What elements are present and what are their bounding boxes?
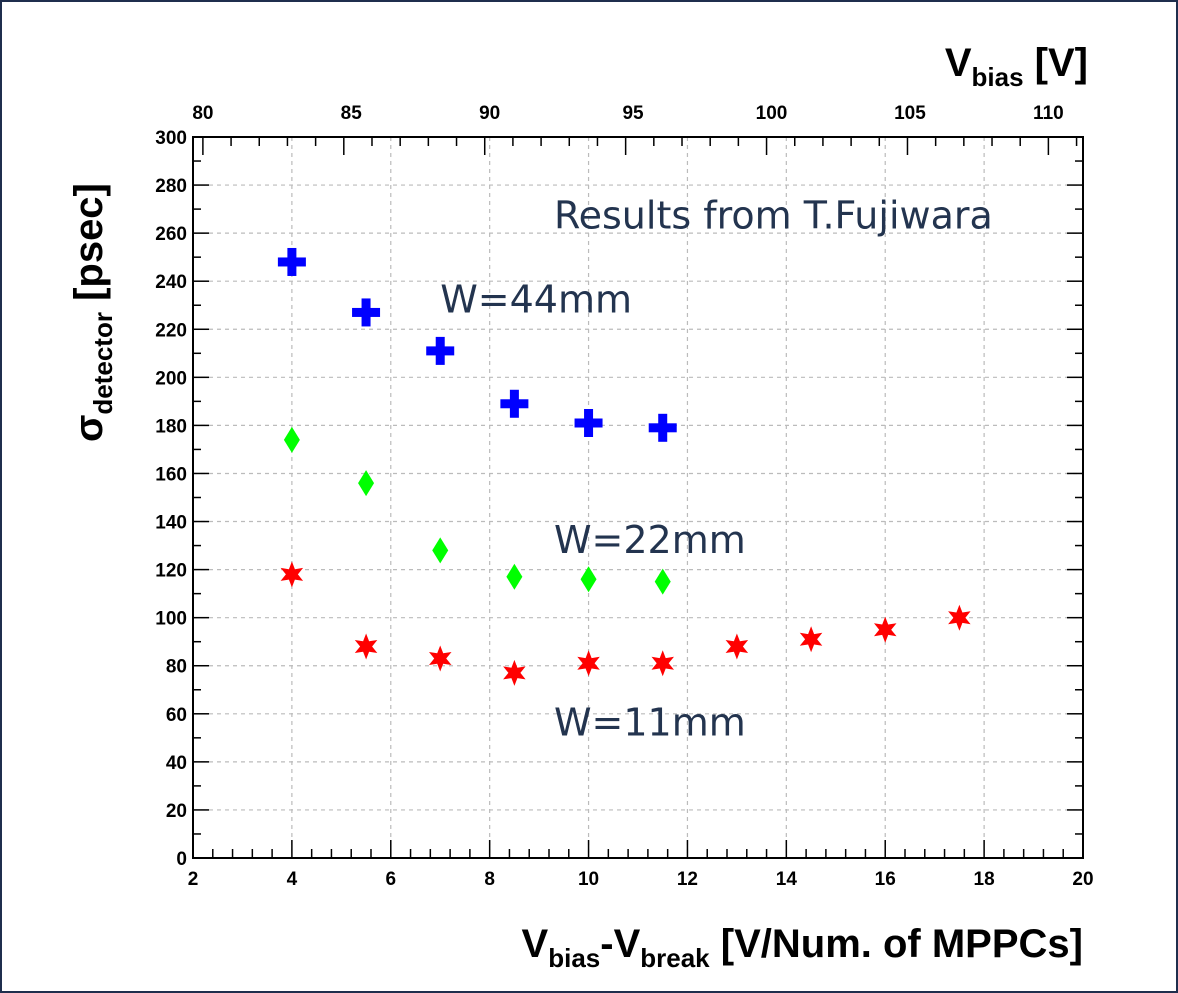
y-tick-label: 140	[155, 513, 187, 534]
top-axis-tick-labels: 80 85 90 95 100 105 110	[192, 103, 1063, 124]
y-tick-label: 200	[155, 368, 187, 389]
annotations: Results from T.Fujiwara W=44mm W=22mm W=11m…	[440, 193, 993, 744]
y-tick-label: 180	[155, 416, 187, 437]
data-point-cross	[277, 247, 306, 276]
y-tick-label: 160	[155, 464, 187, 485]
y-tick-label: 40	[166, 753, 187, 774]
data-point-diamond	[432, 537, 449, 564]
y-tick-label: 120	[155, 561, 187, 582]
y-tick-label: 260	[155, 224, 187, 245]
top-axis-tick-label: 95	[622, 103, 644, 124]
x-title-mid: -V	[600, 922, 640, 966]
annotation-text: W=11mm	[554, 700, 746, 744]
x-tick-label: 2	[188, 869, 199, 890]
data-point-star	[354, 633, 378, 660]
top-title-main: V	[945, 41, 972, 85]
data-point-diamond	[654, 568, 671, 595]
y-axis-title: σdetector [psec]	[67, 183, 118, 442]
data-point-cross	[352, 298, 381, 327]
x-tick-label: 4	[287, 869, 298, 890]
y-title-sub: detector	[88, 312, 118, 415]
data-point-cross	[574, 408, 603, 437]
data-point-diamond	[580, 566, 597, 593]
x-tick-label: 18	[974, 869, 995, 890]
data-point-diamond	[506, 563, 523, 590]
data-point-star	[799, 626, 823, 653]
x-tick-labels: 2 4 6 8 10 12 14 16 18 20	[188, 869, 1094, 890]
data-point-star	[874, 616, 897, 643]
plot-area-border	[192, 136, 1084, 859]
y-title-rest: [psec]	[67, 183, 111, 312]
annotation-text: W=22mm	[554, 518, 746, 562]
x-tick-label: 20	[1072, 869, 1093, 890]
y-tick-label: 300	[155, 128, 187, 149]
data-point-diamond	[358, 470, 375, 497]
y-title-main: σ	[67, 415, 111, 442]
top-title-sub: bias	[972, 62, 1024, 92]
top-title-rest: [V]	[1024, 41, 1088, 85]
x-tick-label: 12	[677, 869, 698, 890]
x-tick-label: 6	[385, 869, 396, 890]
y-tick-label: 80	[166, 657, 187, 678]
data-markers	[277, 247, 971, 686]
y-tick-label: 100	[155, 609, 187, 630]
y-tick-label: 280	[155, 176, 187, 197]
y-tick-labels: 0 20 40 60 80 100 120 140 160 180 200 220 240 260 280 3…	[155, 128, 187, 870]
x-title-rest: [V/Num. of MPPCs]	[710, 922, 1083, 966]
data-point-cross	[648, 413, 677, 442]
top-axis-tick-label: 105	[894, 103, 926, 124]
data-point-star	[651, 650, 674, 677]
top-axis-tick-label: 90	[479, 103, 500, 124]
data-point-star	[577, 650, 600, 677]
y-tick-label: 220	[155, 320, 187, 341]
x-tick-label: 14	[776, 869, 798, 890]
x-title-main: V	[522, 922, 549, 966]
data-point-star	[948, 604, 971, 631]
data-point-star	[725, 633, 749, 660]
x-tick-label: 10	[578, 869, 599, 890]
grid	[193, 137, 1083, 858]
axis-ticks	[192, 136, 1084, 859]
top-axis-tick-label: 110	[1033, 103, 1064, 124]
data-point-cross	[426, 336, 455, 365]
x-tick-label: 8	[484, 869, 495, 890]
top-axis-tick-label: 100	[756, 103, 788, 124]
y-tick-label: 0	[176, 849, 187, 870]
x-title-sub2: break	[640, 943, 710, 973]
data-point-diamond	[283, 426, 300, 453]
data-point-star	[429, 645, 452, 672]
y-tick-label: 20	[166, 801, 187, 822]
x-title-sub1: bias	[548, 943, 600, 973]
y-tick-label: 60	[166, 705, 187, 726]
x-tick-label: 16	[875, 869, 896, 890]
top-axis-tick-label: 85	[341, 103, 363, 124]
data-point-star	[503, 659, 526, 686]
annotation-text: Results from T.Fujiwara	[554, 193, 993, 237]
top-axis-tick-label: 80	[192, 103, 213, 124]
x-axis-title: Vbias-Vbreak [V/Num. of MPPCs]	[522, 922, 1083, 973]
data-point-star	[280, 561, 304, 588]
y-tick-label: 240	[155, 272, 187, 293]
annotation-text: W=44mm	[440, 277, 632, 321]
data-point-cross	[500, 389, 529, 418]
top-axis-title: Vbias [V]	[945, 41, 1088, 92]
